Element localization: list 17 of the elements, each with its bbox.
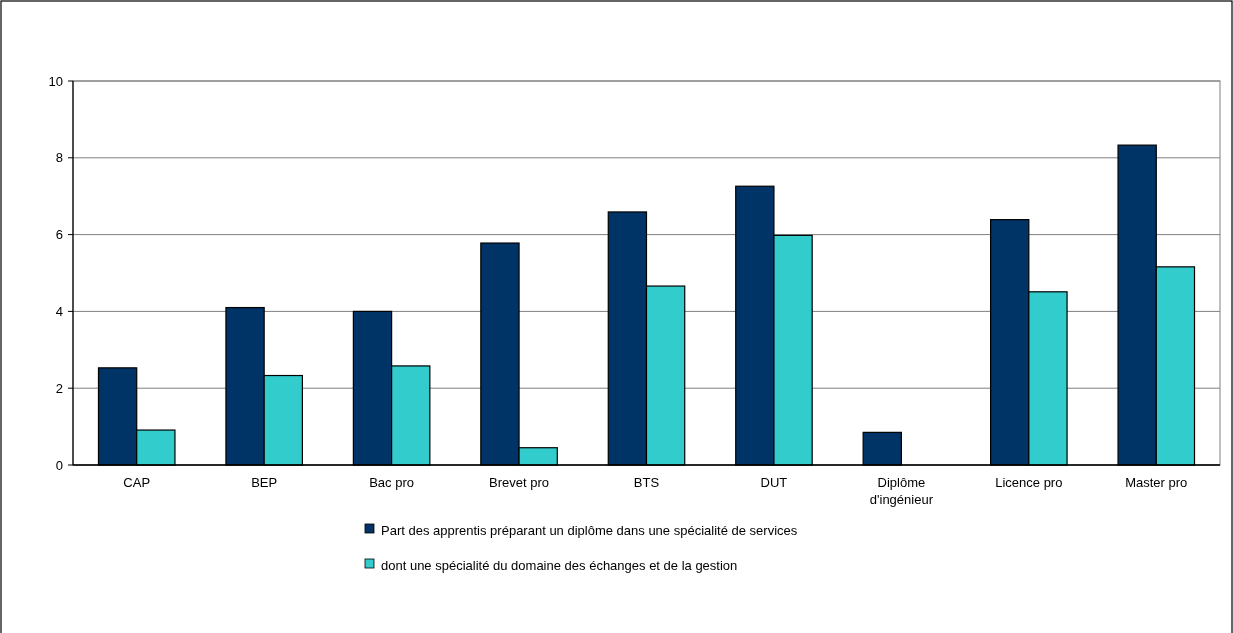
x-tick-label: Master pro — [1125, 475, 1188, 490]
y-tick-label: 4 — [55, 303, 63, 319]
x-tick-label: CAP — [123, 475, 151, 490]
x-tick-label: Licence pro — [995, 475, 1063, 490]
y-tick-label: 0 — [55, 457, 63, 473]
y-tick-label: 2 — [55, 380, 63, 396]
x-tick-label: Bac pro — [369, 475, 415, 490]
x-tick-label: BEP — [251, 475, 278, 490]
y-tick-label: 10 — [48, 73, 63, 89]
x-tick-label: Diplôme d'ingénieur — [869, 475, 934, 507]
legend-label: dont une spécialité du domaine des échanges et de la gestion — [381, 557, 738, 573]
legend-label: Part des apprentis préparant un diplôme dans une spécialité de services — [381, 522, 798, 538]
y-tick-label: 6 — [55, 227, 63, 243]
x-tick-label: Brevet pro — [489, 475, 550, 490]
x-tick-label: DUT — [760, 475, 788, 490]
x-tick-label: BTS — [633, 475, 660, 490]
y-tick-label: 8 — [55, 150, 63, 166]
